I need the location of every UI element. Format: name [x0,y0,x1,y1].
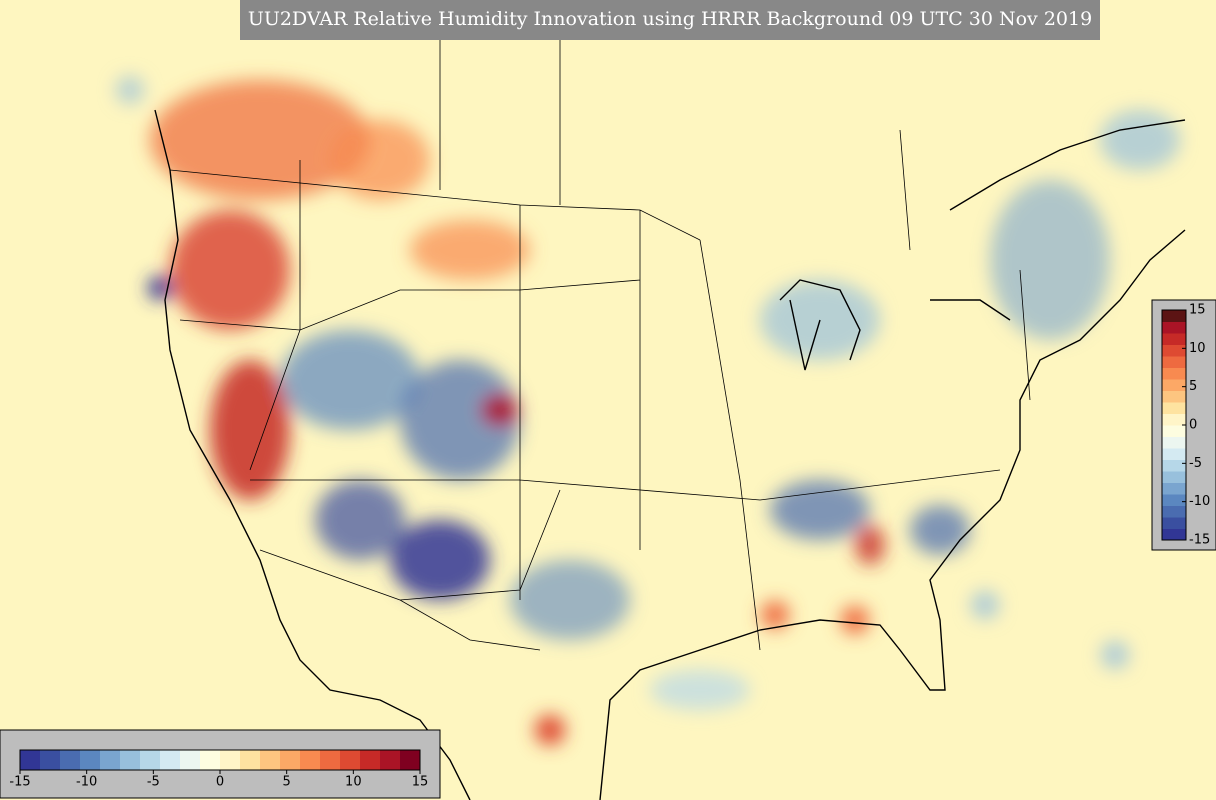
colorbar-segment [220,750,241,770]
colorbar-tick-label: 15 [412,775,429,790]
colorbar-tick-label: 5 [1189,379,1197,394]
colorbar-tick-label: 5 [283,775,291,790]
colorbar-segment [20,750,41,770]
colorbar-segment [1162,367,1186,380]
colorbar-segment [1162,471,1186,483]
colorbar-tick-label: 10 [1189,341,1206,356]
colorbar-segment [60,750,81,770]
colorbar-segment [320,750,341,770]
colorbar-tick-label: -5 [1189,456,1202,471]
colorbar-segment [1162,517,1186,529]
map-outlines [154,40,1186,800]
title-box [240,0,1100,40]
colorbar-tick-label: 10 [345,775,362,790]
colorbar-segment [260,750,281,770]
colorbar-segment [280,750,301,770]
colorbar-segment [1162,448,1186,460]
colorbar-segment [1162,344,1186,357]
colorbar-segment [1162,310,1186,322]
colorbar-segment [300,750,321,770]
colorbar-segment [120,750,141,770]
colorbar-tick-label: -10 [76,775,97,790]
colorbar-segment [400,750,421,770]
colorbar-tick-label: -10 [1189,494,1210,509]
map-title: UU2DVAR Relative Humidity Innovation usi… [248,8,1092,30]
colorbar-tick-label: -15 [9,775,30,790]
colorbar-segment [80,750,101,770]
colorbar-segment [1162,390,1186,403]
colorbar-tick-label: 0 [216,775,224,790]
colorbar-segment [240,750,261,770]
colorbar-segment [1162,402,1186,414]
colorbar-segment [1162,425,1186,437]
colorbar-tick-label: -15 [1189,533,1210,548]
colorbar-segment [1162,505,1186,518]
colorbar-segment [1162,528,1186,541]
colorbar-segment [1162,321,1186,334]
colorbar-segment [160,750,181,770]
colorbar-segment [180,750,201,770]
colorbar-segment [1162,459,1186,472]
colorbar-segment [1162,413,1186,426]
colorbar-segment [1162,333,1186,345]
colorbar-segment [100,750,121,770]
colorbar-segment [200,750,221,770]
colorbar-segment [360,750,381,770]
colorbar-tick-label: -5 [147,775,160,790]
colorbar-tick-label: 0 [1189,418,1197,433]
colorbar-tick-label: 15 [1189,303,1206,318]
colorbar-segment [340,750,361,770]
colorbar-segment [1162,436,1186,449]
colorbar-segment [1162,482,1186,495]
colorbar-segment [1162,356,1186,368]
humidity-field [116,76,1180,745]
colorbar-segment [380,750,401,770]
colorbar-segment [1162,494,1186,506]
colorbar-segment [140,750,161,770]
colorbar-segment [40,750,61,770]
colorbars: -15 -10 -5 0 5 10 15 -15 -10 -5 0 5 10 15 [9,303,1210,790]
colorbar-segment [1162,379,1186,391]
